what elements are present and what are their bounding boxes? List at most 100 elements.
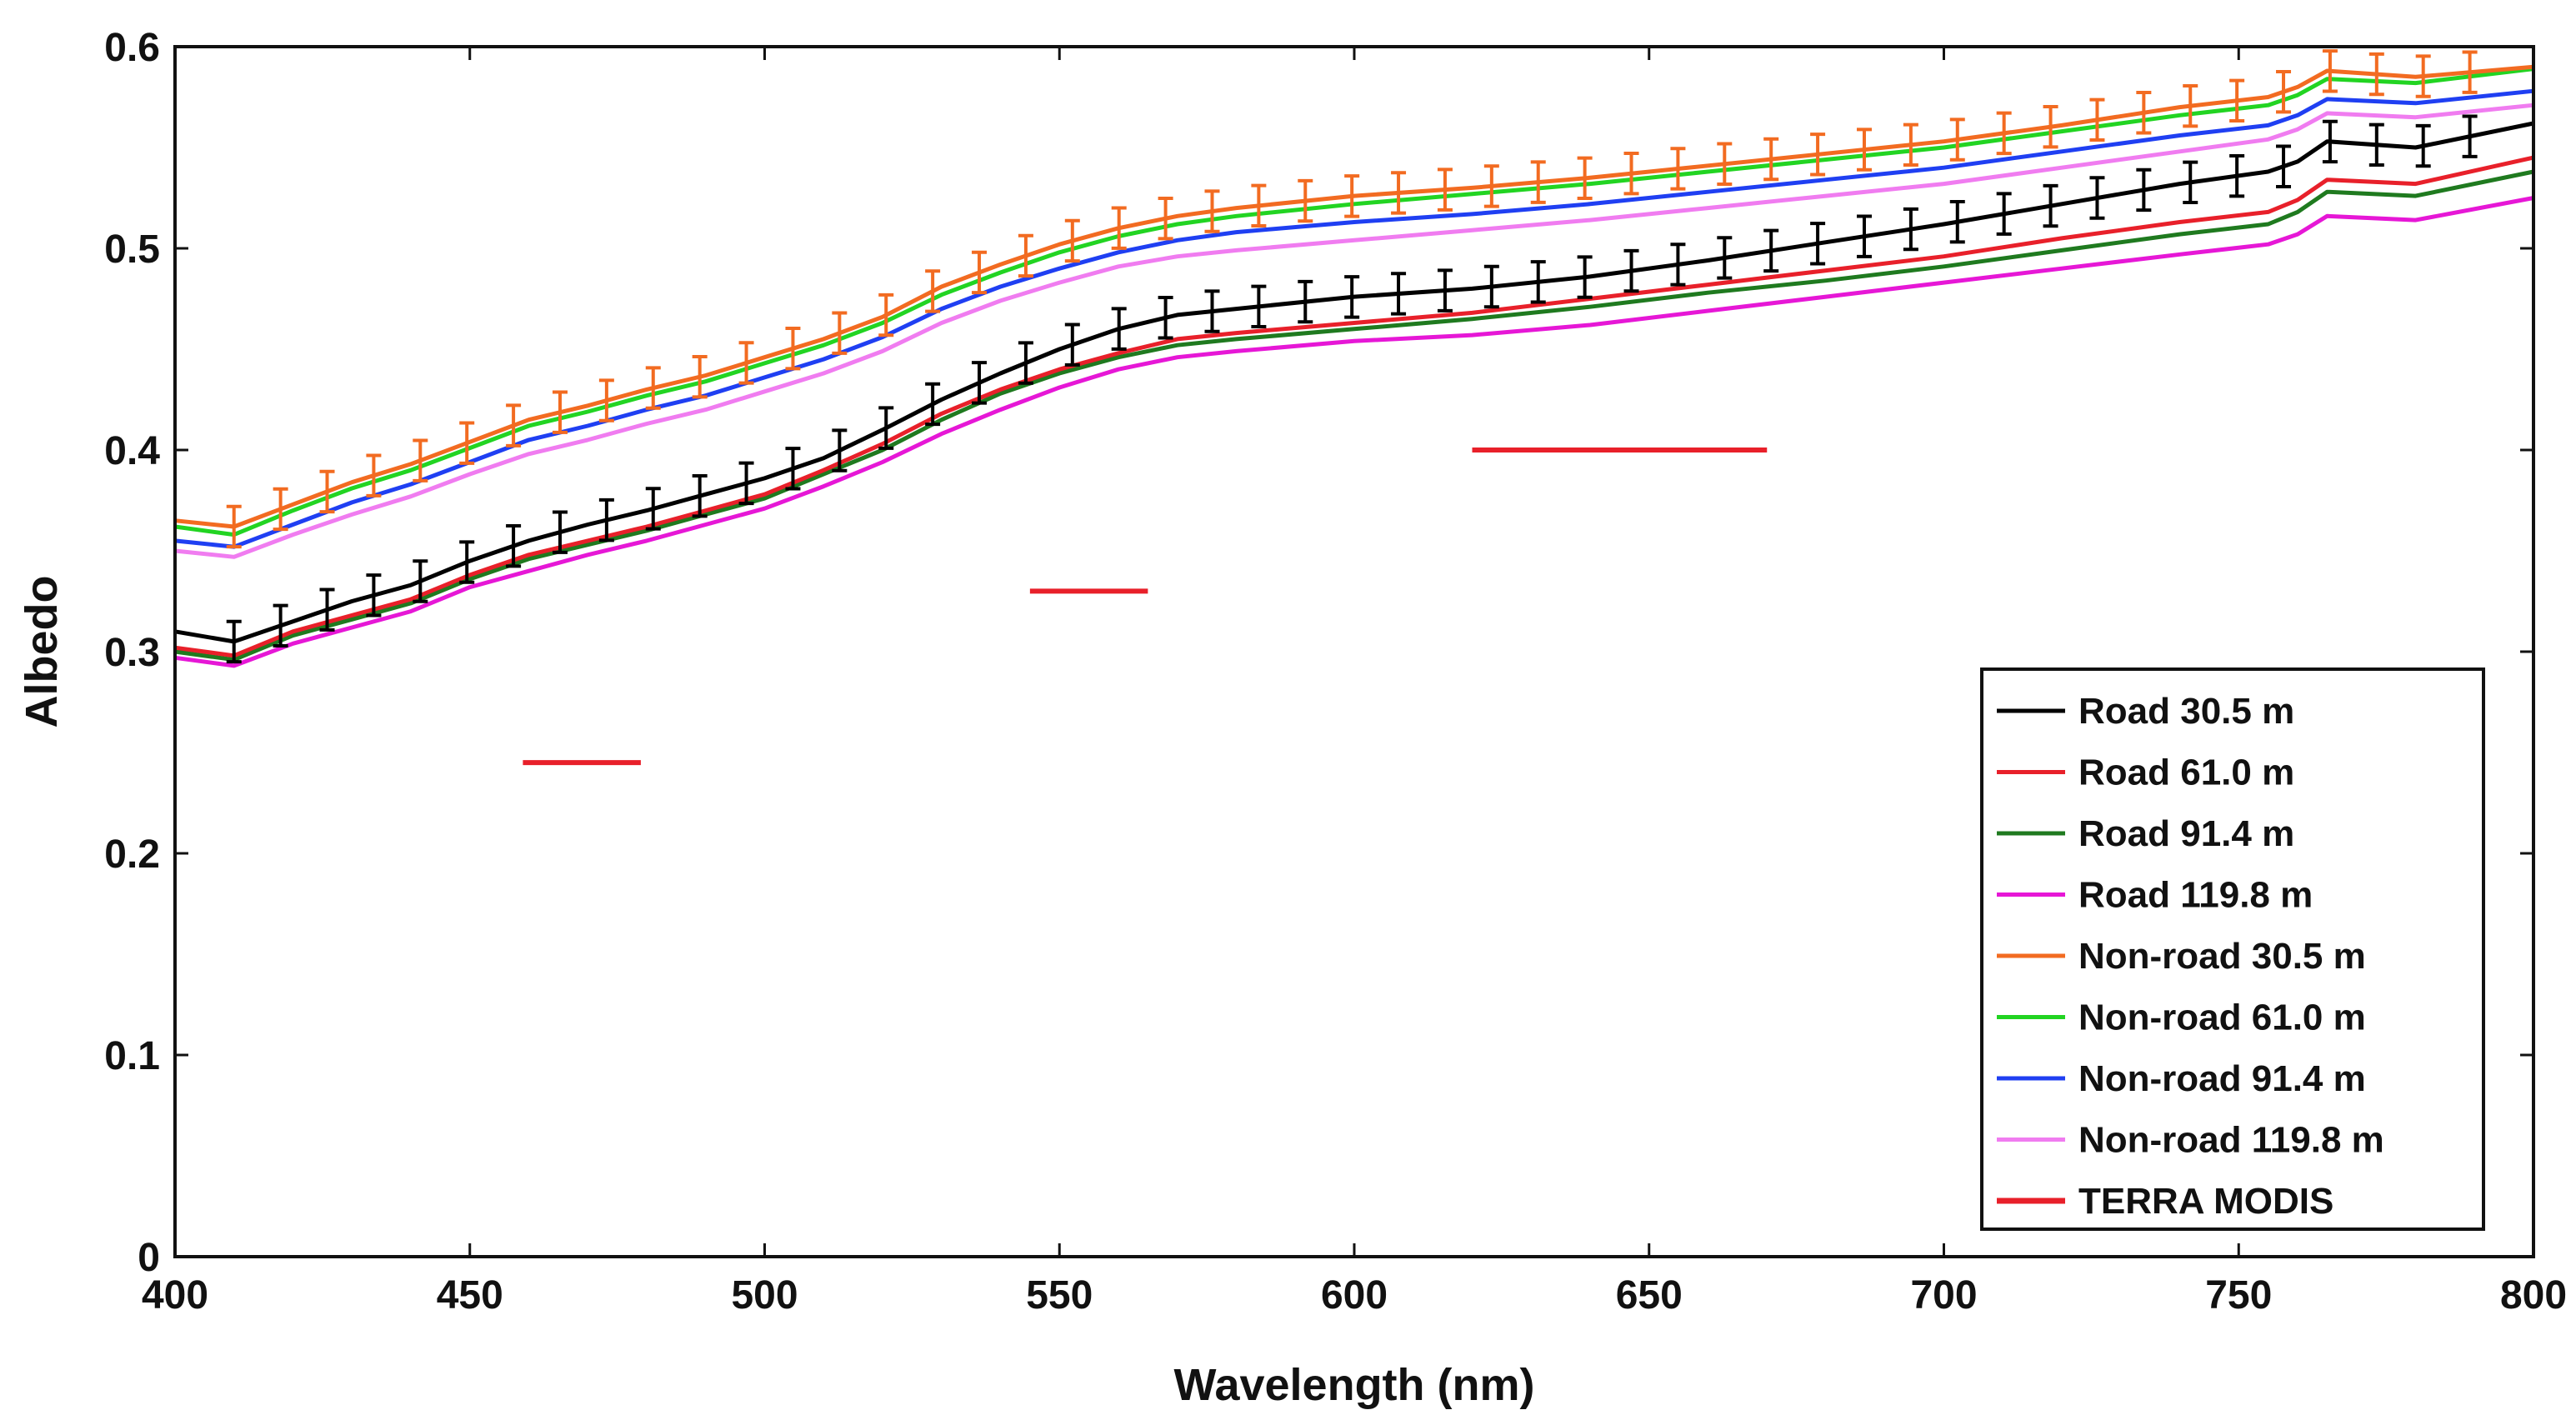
error-bar bbox=[738, 461, 754, 506]
error-bar bbox=[925, 269, 941, 313]
error-bar bbox=[2183, 83, 2198, 128]
legend-label: Road 61.0 m bbox=[2078, 752, 2294, 793]
legend-box bbox=[1980, 668, 2485, 1231]
error-bar bbox=[1111, 206, 1127, 250]
x-tick-label: 450 bbox=[437, 1273, 503, 1318]
error-bar bbox=[692, 354, 708, 399]
y-tick-label: 0.5 bbox=[104, 228, 160, 272]
error-bar bbox=[2276, 144, 2292, 188]
legend-label: Non-road 119.8 m bbox=[2078, 1120, 2384, 1161]
x-tick-label: 500 bbox=[731, 1273, 798, 1318]
error-bar bbox=[1064, 322, 1080, 367]
error-bar bbox=[832, 311, 848, 355]
error-bar bbox=[972, 250, 988, 295]
error-bar bbox=[1856, 214, 1872, 258]
legend: Road 30.5 m Road 61.0 m Road 91.4 m Road 11… bbox=[1980, 668, 2485, 1231]
error-bar bbox=[1623, 248, 1639, 293]
error-bar bbox=[1437, 168, 1453, 212]
error-bar bbox=[1064, 218, 1080, 263]
error-bar bbox=[459, 421, 475, 465]
x-tick-label: 550 bbox=[1026, 1273, 1093, 1318]
error-bar bbox=[1483, 164, 1499, 208]
error-bar bbox=[506, 523, 522, 568]
error-bar bbox=[1810, 222, 1826, 266]
legend-label: Non-road 91.4 m bbox=[2078, 1058, 2366, 1099]
error-bar bbox=[1949, 199, 1965, 244]
error-bar bbox=[1903, 122, 1918, 168]
error-bar bbox=[1158, 196, 1173, 241]
error-bar bbox=[2136, 91, 2152, 135]
series-line bbox=[174, 102, 2534, 559]
error-bar bbox=[2415, 54, 2431, 98]
error-bar bbox=[738, 341, 754, 385]
error-bar bbox=[598, 378, 614, 422]
error-bar bbox=[645, 487, 661, 531]
legend-item: Road 30.5 m bbox=[1997, 691, 2294, 732]
error-bar bbox=[1251, 284, 1267, 329]
error-bar bbox=[506, 403, 522, 448]
error-bar bbox=[598, 498, 614, 542]
series-line bbox=[174, 64, 2534, 529]
legend-item: Non-road 119.8 m bbox=[1997, 1120, 2384, 1161]
error-bar bbox=[319, 469, 335, 514]
error-bar bbox=[1996, 111, 2012, 156]
series-line bbox=[174, 67, 2534, 538]
errorbar-layer bbox=[226, 49, 2478, 664]
error-bar bbox=[2368, 52, 2384, 97]
error-bar bbox=[1344, 275, 1360, 319]
legend-item: Non-road 91.4 m bbox=[1997, 1058, 2366, 1099]
error-bar bbox=[319, 588, 335, 632]
error-bar bbox=[1158, 296, 1173, 340]
error-bar bbox=[1298, 279, 1313, 324]
x-tick-label: 800 bbox=[2500, 1273, 2567, 1318]
legend-label: Road 119.8 m bbox=[2078, 875, 2313, 916]
error-bar bbox=[972, 361, 988, 405]
error-bar bbox=[1018, 341, 1033, 385]
error-bar bbox=[1344, 174, 1360, 218]
error-bar bbox=[1251, 183, 1267, 228]
plot-frame bbox=[173, 45, 2535, 1258]
error-bar bbox=[1298, 178, 1313, 223]
error-bar bbox=[273, 603, 288, 648]
series-line bbox=[174, 155, 2534, 658]
x-axis-label: Wavelength (nm) bbox=[1173, 1360, 1534, 1410]
legend-item: TERRA MODIS bbox=[1997, 1181, 2333, 1222]
error-bar bbox=[552, 390, 568, 434]
error-bar bbox=[273, 487, 288, 532]
error-bar bbox=[1577, 255, 1593, 299]
error-bar bbox=[1018, 233, 1033, 278]
error-bar bbox=[1530, 160, 1546, 204]
error-bar bbox=[785, 447, 801, 491]
y-tick-label: 0.2 bbox=[104, 832, 160, 877]
error-bar bbox=[1623, 152, 1639, 196]
legend-item: Road 119.8 m bbox=[1997, 875, 2313, 916]
error-bar bbox=[366, 453, 382, 498]
error-bar bbox=[832, 428, 848, 472]
legend-label: Non-road 30.5 m bbox=[2078, 936, 2366, 977]
error-bar bbox=[925, 382, 941, 427]
error-bar bbox=[2089, 98, 2105, 142]
error-bar bbox=[1810, 132, 1826, 177]
legend-label: Non-road 61.0 m bbox=[2078, 998, 2366, 1038]
legend-item: Non-road 61.0 m bbox=[1997, 998, 2366, 1038]
series-line bbox=[174, 196, 2534, 668]
error-bar bbox=[645, 366, 661, 410]
error-bar bbox=[1670, 147, 1686, 191]
series-line bbox=[174, 88, 2534, 549]
error-bar bbox=[226, 619, 242, 664]
error-bar bbox=[2462, 50, 2478, 94]
legend-item: Road 61.0 m bbox=[1997, 752, 2294, 793]
series-layer bbox=[174, 64, 2534, 668]
series-line bbox=[174, 169, 2534, 662]
error-bar bbox=[878, 292, 894, 338]
error-bar bbox=[1949, 118, 1965, 162]
error-bar bbox=[1717, 142, 1733, 186]
error-bar bbox=[366, 573, 382, 618]
legend-label: Road 30.5 m bbox=[2078, 691, 2294, 732]
error-bar bbox=[2368, 122, 2384, 168]
error-bar bbox=[2043, 183, 2058, 228]
error-bar bbox=[2462, 114, 2478, 158]
error-bar bbox=[1111, 307, 1127, 351]
x-tick-label: 700 bbox=[1910, 1273, 1977, 1318]
error-bar bbox=[2043, 105, 2058, 149]
